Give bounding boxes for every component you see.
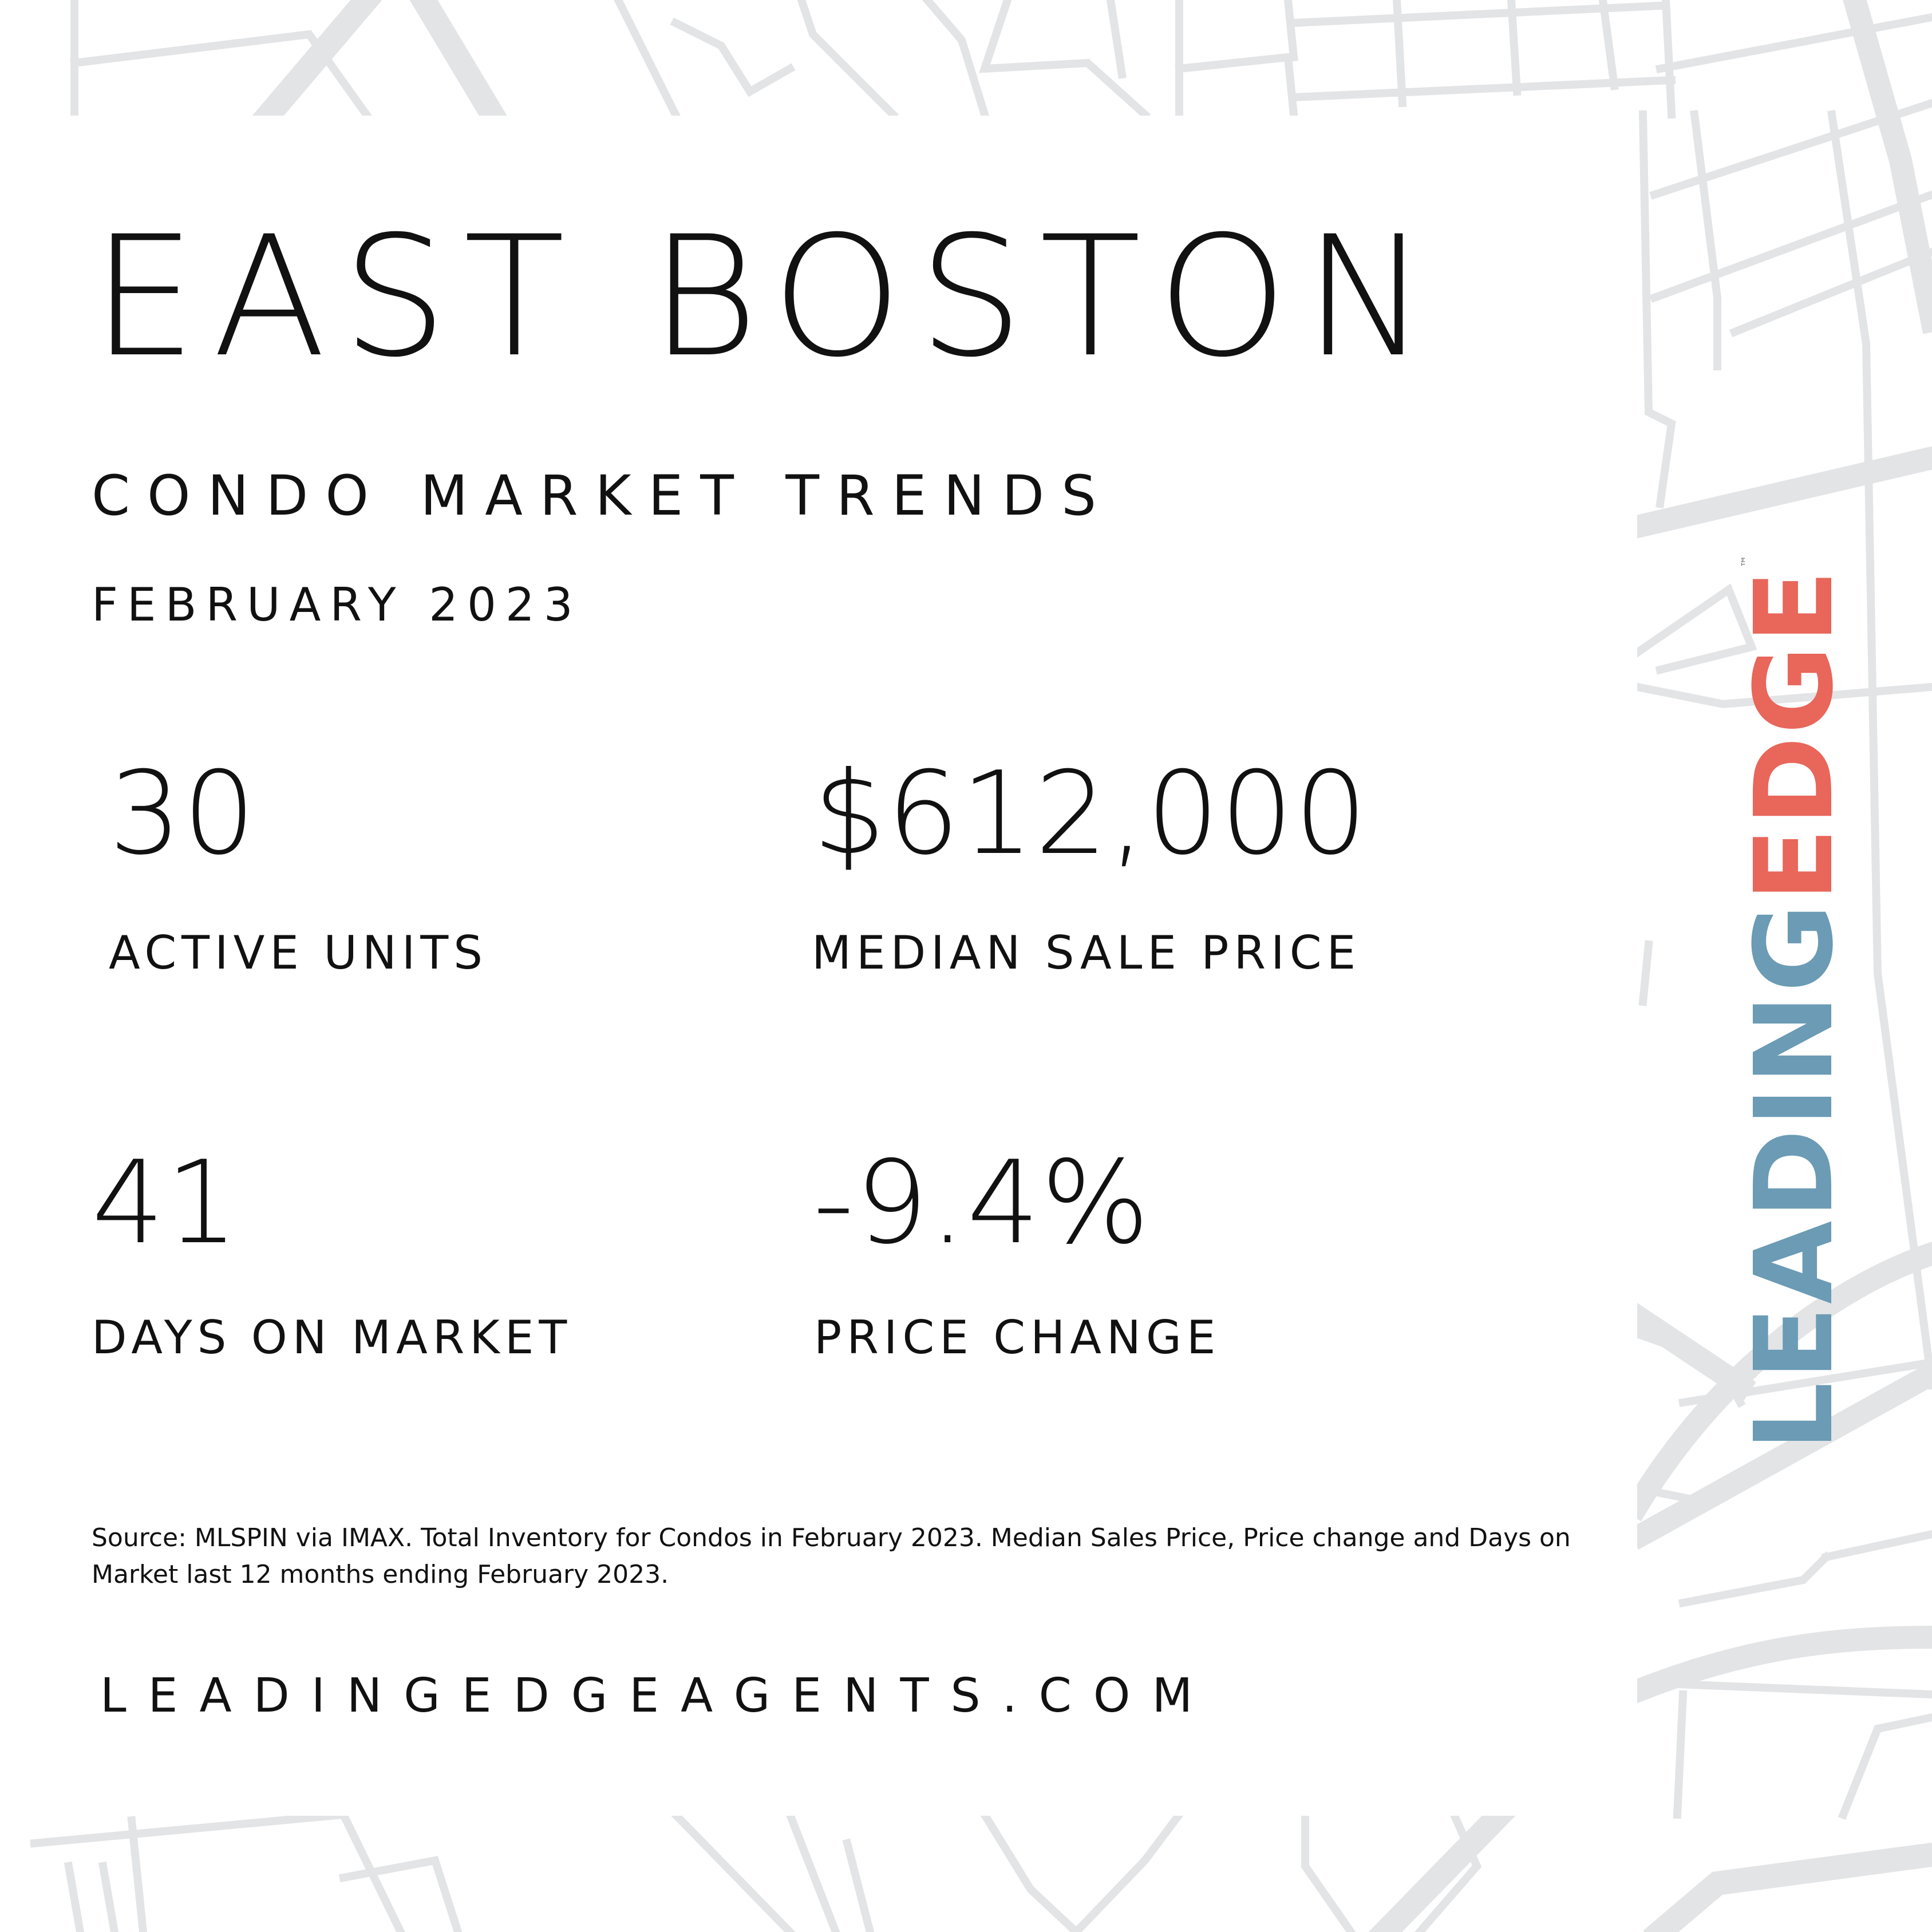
- content-card: [0, 116, 1637, 1816]
- subtitle: CONDO MARKET TRENDS: [92, 464, 1114, 528]
- website-link[interactable]: LEADINGEDGEAGENTS.COM: [100, 1669, 1215, 1723]
- active-units-label: ACTIVE UNITS: [109, 926, 488, 979]
- days-on-market-value: 41: [92, 1136, 240, 1270]
- logo-trademark: ™: [1740, 552, 1754, 568]
- price-change-label: PRICE CHANGE: [814, 1311, 1221, 1364]
- source-note: Source: MLSPIN via IMAX. Total Inventory…: [92, 1523, 1571, 1589]
- median-sale-price-label: MEDIAN SALE PRICE: [812, 926, 1361, 979]
- report-date: FEBRUARY 2023: [92, 578, 582, 631]
- page-title: EAST BOSTON: [92, 201, 1444, 394]
- active-units-value: 30: [109, 747, 257, 880]
- logo-leading: LEADING: [1732, 901, 1857, 1451]
- price-change-value: -9.4%: [813, 1136, 1151, 1270]
- leading-edge-logo: LEADINGEDGE™: [1732, 552, 1857, 1451]
- median-sale-price-value: $612,000: [813, 747, 1369, 880]
- logo-edge: EDGE: [1732, 567, 1857, 902]
- days-on-market-label: DAYS ON MARKET: [92, 1311, 572, 1364]
